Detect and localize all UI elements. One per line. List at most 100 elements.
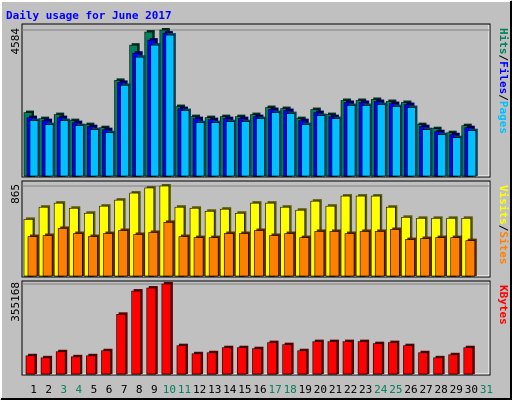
bar — [254, 230, 264, 277]
bar — [131, 290, 141, 375]
bar — [467, 130, 477, 177]
bar — [452, 137, 462, 177]
x-tick-label: 28 — [435, 383, 448, 396]
x-tick-label: 15 — [238, 383, 251, 396]
bar — [146, 287, 157, 375]
bar — [55, 351, 66, 375]
x-tick-label: 2 — [45, 383, 52, 396]
bar — [267, 342, 277, 375]
x-tick-label: 23 — [359, 383, 372, 396]
bar — [433, 357, 443, 375]
bar — [329, 231, 340, 277]
bar — [299, 237, 310, 277]
x-tick-label: 27 — [419, 383, 432, 396]
bar — [316, 115, 326, 177]
x-tick-label: 14 — [223, 383, 237, 396]
bar — [331, 118, 341, 177]
bar — [376, 104, 386, 177]
bar — [116, 314, 126, 375]
bar — [150, 44, 160, 177]
bar — [225, 121, 235, 177]
bar — [223, 233, 234, 277]
x-tick-label: 13 — [208, 383, 221, 396]
bar — [388, 342, 398, 375]
bar — [390, 229, 400, 277]
bar — [90, 129, 99, 177]
bar — [271, 112, 280, 177]
x-tick-label: 18 — [284, 383, 297, 396]
x-tick-label: 1 — [30, 383, 37, 396]
bar — [72, 233, 83, 277]
x-tick-label: 22 — [344, 383, 357, 396]
bar — [346, 105, 356, 177]
x-tick-label: 12 — [193, 383, 206, 396]
bar — [256, 118, 265, 177]
legend-entry: Files — [497, 61, 510, 94]
bar — [465, 240, 476, 277]
x-tick-label: 11 — [178, 383, 191, 396]
legend: Visits/Sites — [497, 185, 510, 265]
bar — [450, 237, 461, 277]
bar — [57, 228, 68, 277]
bar — [327, 341, 338, 375]
bar — [314, 231, 325, 277]
bar — [284, 233, 294, 277]
x-tick-label: 3 — [60, 383, 67, 396]
bar — [344, 233, 355, 277]
bar — [86, 355, 96, 375]
bar — [297, 350, 308, 375]
bar — [392, 106, 401, 177]
bar — [372, 343, 383, 375]
bar — [286, 113, 295, 177]
legend-entry: Pages — [497, 101, 510, 134]
x-tick-label: 29 — [450, 383, 463, 396]
bar — [193, 237, 204, 277]
bar — [74, 125, 84, 177]
bar — [359, 231, 370, 277]
bar — [133, 234, 143, 277]
bar — [269, 235, 279, 277]
legend-entry: Hits — [497, 28, 510, 55]
legend-separator: / — [497, 94, 510, 101]
bar — [29, 120, 39, 177]
x-tick-label: 20 — [314, 383, 327, 396]
x-tick-label: 19 — [299, 383, 312, 396]
bar — [208, 237, 219, 277]
legend-entry: KBytes — [497, 285, 510, 325]
bar — [437, 134, 446, 177]
bar — [361, 105, 371, 177]
bar — [301, 124, 311, 177]
bar — [135, 56, 144, 177]
x-tick-label: 5 — [91, 383, 98, 396]
x-tick-label: 7 — [121, 383, 128, 396]
bar — [312, 341, 323, 375]
x-tick-label: 6 — [106, 383, 113, 396]
bar — [221, 347, 232, 375]
bar — [27, 236, 38, 277]
x-tick-label: 26 — [404, 383, 417, 396]
bar — [70, 356, 81, 375]
bar — [237, 347, 247, 375]
x-tick-label: 8 — [136, 383, 143, 396]
bar — [448, 354, 459, 375]
bar — [241, 121, 250, 177]
x-tick-label: 10 — [163, 383, 176, 396]
bar — [103, 233, 113, 277]
bar — [42, 235, 53, 277]
bar — [418, 352, 428, 375]
bar — [101, 350, 111, 375]
bar — [405, 239, 415, 277]
bar — [44, 124, 54, 177]
bar — [357, 341, 368, 375]
bar — [59, 120, 69, 177]
bar — [195, 122, 205, 177]
bar — [120, 85, 129, 177]
bar — [420, 238, 430, 277]
bar — [176, 345, 187, 375]
x-tick-label: 24 — [374, 383, 388, 396]
bar — [239, 233, 249, 277]
bar — [342, 341, 353, 375]
